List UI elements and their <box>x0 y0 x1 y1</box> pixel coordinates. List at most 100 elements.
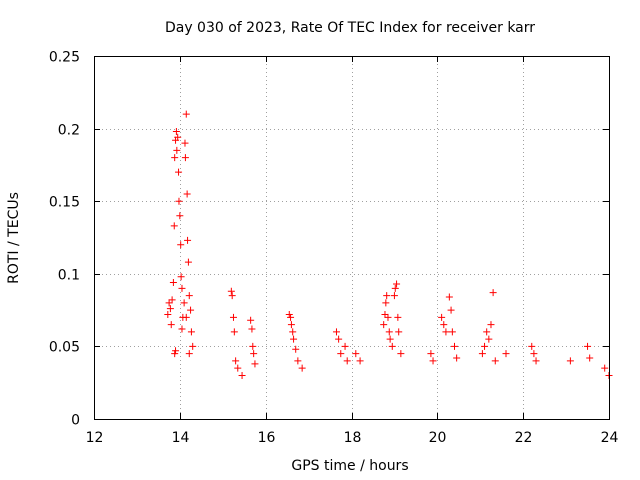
data-point <box>385 328 393 336</box>
data-point <box>185 350 193 358</box>
data-point <box>169 279 177 287</box>
data-point <box>174 133 182 141</box>
data-point <box>394 313 402 321</box>
data-point <box>181 139 189 147</box>
data-point <box>440 321 448 329</box>
data-point <box>566 357 574 365</box>
data-point <box>178 284 186 292</box>
data-point <box>172 128 180 136</box>
data-point <box>427 350 435 358</box>
data-point <box>390 292 398 300</box>
data-point <box>165 299 173 307</box>
data-point <box>175 168 183 176</box>
data-point <box>532 357 540 365</box>
data-point <box>289 328 297 336</box>
data-point <box>171 154 179 162</box>
data-point <box>502 350 510 358</box>
data-point <box>228 292 236 300</box>
data-point <box>386 335 394 343</box>
x-tick-label: 18 <box>344 430 362 446</box>
data-point <box>177 273 185 281</box>
data-point <box>356 357 364 365</box>
data-point <box>382 299 390 307</box>
data-point <box>298 364 306 372</box>
data-point <box>183 190 191 198</box>
data-point <box>530 350 538 358</box>
data-point <box>230 328 238 336</box>
data-point <box>381 310 389 318</box>
data-point <box>182 110 190 118</box>
data-point <box>184 236 192 244</box>
data-point <box>175 197 183 205</box>
y-tick-label: 0.2 <box>58 123 80 139</box>
data-point <box>187 306 195 314</box>
data-point <box>294 357 302 365</box>
x-tick-label: 22 <box>515 430 533 446</box>
y-tick-label: 0.05 <box>49 340 80 356</box>
data-point <box>586 354 594 362</box>
data-point <box>380 321 388 329</box>
data-point <box>384 313 392 321</box>
data-point <box>397 350 405 358</box>
data-point <box>285 310 293 318</box>
data-point <box>489 289 497 297</box>
data-point <box>166 305 174 313</box>
data-point <box>445 293 453 301</box>
data-point <box>343 357 351 365</box>
axis-ticks: 12 14 16 18 20 22 24 0 0.05 0.1 0.15 0.2 0.25 <box>49 50 619 447</box>
y-tick-label: 0 <box>71 413 80 429</box>
data-point <box>352 350 360 358</box>
data-point <box>238 371 246 379</box>
data-point <box>483 328 491 336</box>
x-axis-label: GPS time / hours <box>291 458 408 474</box>
data-point <box>184 258 192 266</box>
data-point <box>247 316 255 324</box>
data-point <box>341 342 349 350</box>
grid <box>94 56 609 419</box>
data-point <box>172 347 180 355</box>
data-point <box>393 280 401 288</box>
data-point <box>189 342 197 350</box>
data-point <box>447 306 455 314</box>
data-point <box>290 335 298 343</box>
plot-frame <box>94 56 610 420</box>
data-points <box>164 110 613 379</box>
data-point <box>332 328 340 336</box>
data-point <box>234 364 242 372</box>
data-point <box>232 357 240 365</box>
data-point <box>584 342 592 350</box>
data-point <box>287 321 295 329</box>
data-point <box>182 313 190 321</box>
data-point <box>248 325 256 333</box>
data-point <box>453 354 461 362</box>
data-point <box>178 325 186 333</box>
data-point <box>185 292 193 300</box>
x-tick-label: 16 <box>258 430 276 446</box>
data-point <box>481 342 489 350</box>
x-tick-label: 24 <box>601 430 619 446</box>
data-point <box>181 154 189 162</box>
data-point <box>177 241 185 249</box>
data-point <box>164 310 172 318</box>
data-point <box>168 296 176 304</box>
data-point <box>170 222 178 230</box>
data-point <box>388 342 396 350</box>
data-point <box>429 357 437 365</box>
x-tick-label: 14 <box>172 430 190 446</box>
data-point <box>337 350 345 358</box>
data-point <box>335 335 343 343</box>
data-point <box>485 335 493 343</box>
data-point <box>491 357 499 365</box>
data-point <box>448 328 456 336</box>
data-point <box>287 313 295 321</box>
data-point <box>383 292 391 300</box>
data-point <box>176 212 184 220</box>
x-tick-label: 20 <box>429 430 447 446</box>
data-point <box>250 350 258 358</box>
data-point <box>249 342 257 350</box>
data-point <box>251 360 259 368</box>
data-point <box>292 345 300 353</box>
y-tick-label: 0.1 <box>58 268 80 284</box>
data-point <box>391 284 399 292</box>
